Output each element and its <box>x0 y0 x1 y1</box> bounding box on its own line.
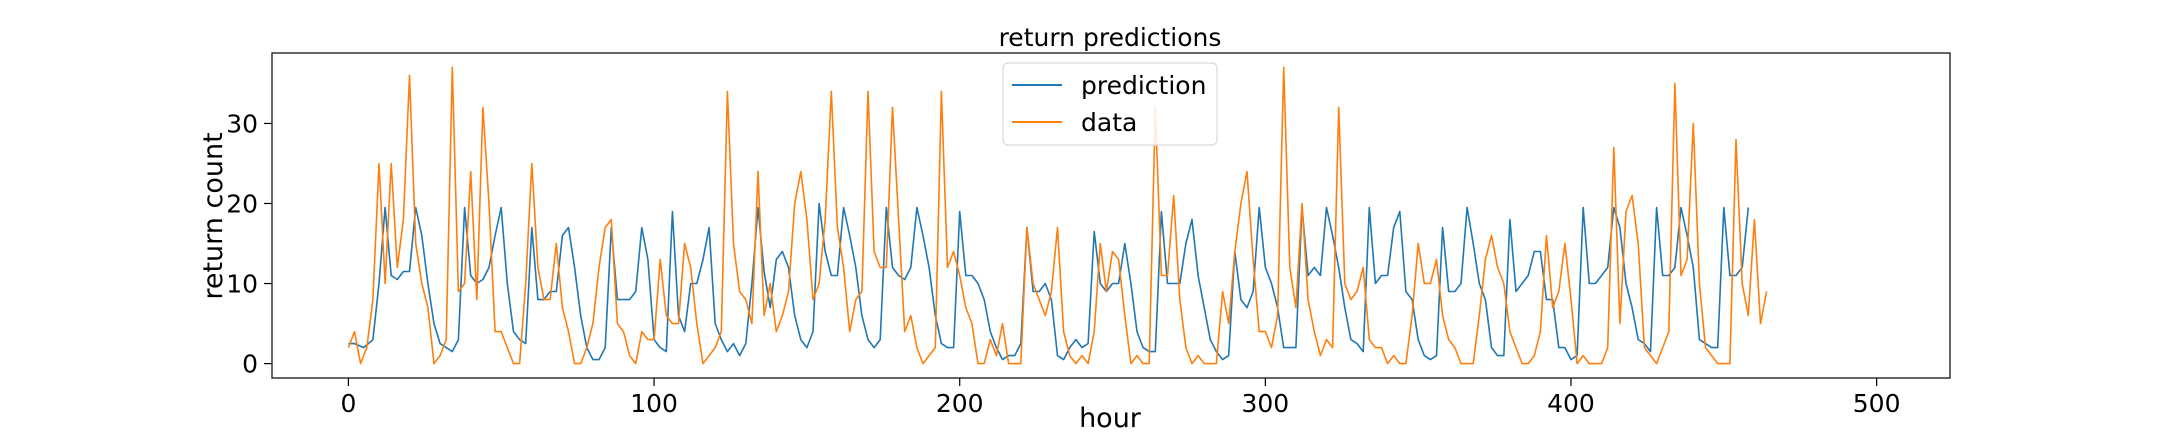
x-tick-label: 200 <box>936 389 984 418</box>
x-axis-label: hour <box>1079 403 1142 432</box>
x-tick-label: 0 <box>340 389 356 418</box>
x-tick-label: 500 <box>1853 389 1901 418</box>
series-line-data <box>347 66 1768 365</box>
legend-label-prediction: prediction <box>1081 71 1206 100</box>
series-line-prediction <box>348 202 1750 361</box>
y-tick-label: 30 <box>226 109 258 138</box>
x-tick-label: 100 <box>630 389 678 418</box>
legend-label-data: data <box>1081 108 1137 137</box>
y-tick-label: 20 <box>226 189 258 218</box>
x-tick-label: 400 <box>1547 389 1595 418</box>
legend: prediction data <box>1002 62 1218 146</box>
legend-box <box>1002 62 1218 146</box>
y-axis-label: return count <box>198 132 229 299</box>
plot-frame <box>271 52 1951 379</box>
series-lines <box>347 66 1768 365</box>
x-tick-label: 300 <box>1241 389 1289 418</box>
y-axis-ticks: 0 10 20 30 <box>226 109 272 379</box>
y-tick-label: 0 <box>242 350 258 379</box>
chart-title: return predictions <box>999 23 1222 52</box>
x-axis-ticks: 0 100 200 300 400 500 <box>340 378 1901 418</box>
y-tick-label: 10 <box>226 270 258 299</box>
